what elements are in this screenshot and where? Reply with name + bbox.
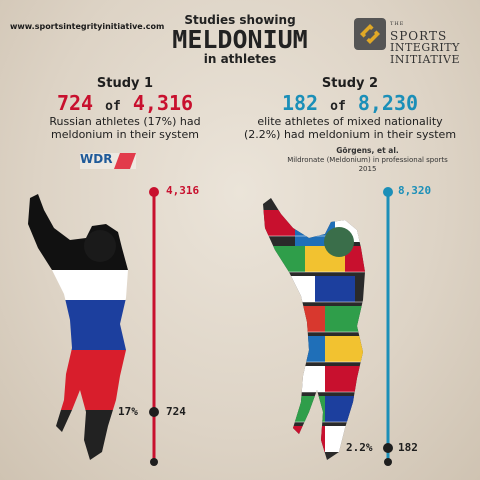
study1-bottom-marker <box>149 407 159 417</box>
study1-axis-bottom-label: 724 <box>166 405 186 418</box>
study2-percent-label: 2.2% <box>346 441 373 454</box>
logo-wordmark: THE SPORTS INTEGRITY INITIATIVE <box>390 18 460 66</box>
study1-description: Russian athletes (17%) had meldonium in … <box>30 115 220 141</box>
sports-integrity-logo-icon <box>352 16 388 52</box>
study2-base-marker <box>384 458 392 466</box>
wdr-logo-text: WDR <box>80 152 112 166</box>
study1-axis-top-label: 4,316 <box>166 184 199 197</box>
russian-athlete-silhouette-icon <box>10 190 150 470</box>
study2-stat: 182 of 8,230 <box>230 91 470 115</box>
study2-description: elite athletes of mixed nationality (2.2… <box>230 115 470 141</box>
study2-block: Study 2 182 of 8,230 elite athletes of m… <box>230 76 470 141</box>
study2-scale <box>374 180 434 470</box>
study2-title: Study 2 <box>230 76 470 91</box>
study1-stat: 724 of 4,316 <box>30 91 220 115</box>
study2-citation: Görgens, et al. Mildronate (Meldonium) i… <box>260 146 475 174</box>
study1-title: Study 1 <box>30 76 220 91</box>
study1-top-marker <box>149 187 159 197</box>
study2-axis-top-label: 8,320 <box>398 184 431 197</box>
page-header: Studies showing MELDONIUM in athletes <box>150 14 330 66</box>
website-url: www.sportsintegrityinitiative.com <box>10 22 164 31</box>
mixed-nationality-athlete-silhouette-icon <box>245 190 385 470</box>
study1-block: Study 1 724 of 4,316 Russian athletes (1… <box>30 76 220 141</box>
study2-bottom-marker <box>383 443 393 453</box>
study1-base-marker <box>150 458 158 466</box>
header-subtitle-bottom: in athletes <box>150 53 330 66</box>
study2-axis-bottom-label: 182 <box>398 441 418 454</box>
page-title: MELDONIUM <box>150 27 330 53</box>
study1-scale <box>140 180 200 470</box>
study2-top-marker <box>383 187 393 197</box>
study1-percent-label: 17% <box>118 405 138 418</box>
